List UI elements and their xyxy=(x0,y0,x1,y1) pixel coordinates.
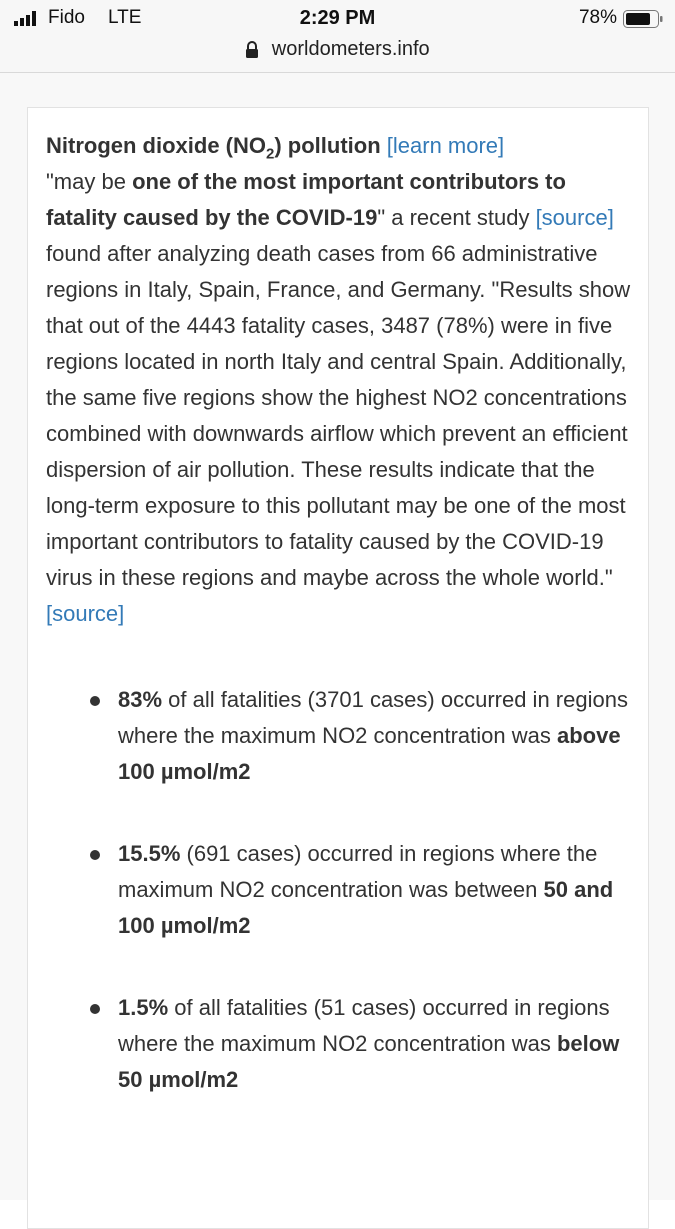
clock: 2:29 PM xyxy=(299,7,376,29)
article-paragraph: Nitrogen dioxide (NO2) pollution [learn … xyxy=(46,133,631,626)
list-item: 15.5% (691 cases) occurred in regions wh… xyxy=(46,836,636,944)
url-text: worldometers.info xyxy=(271,38,430,60)
carrier-name: Fido xyxy=(48,7,85,28)
list-item: 1.5% of all fatalities (51 cases) occurr… xyxy=(46,990,636,1098)
address-bar[interactable]: worldometers.info xyxy=(0,38,675,73)
bullet-icon xyxy=(90,696,100,706)
quote-highlight: one of the most important contributors t… xyxy=(46,169,566,230)
network-type: LTE xyxy=(108,7,142,28)
source-link[interactable]: [source] xyxy=(46,601,125,626)
battery-percentage: 78% xyxy=(578,7,617,28)
statistics-list: 83% of all fatalities (3701 cases) occur… xyxy=(46,682,636,1098)
signal-strength-icon xyxy=(14,11,36,26)
body-text: found after analyzing death cases from 6… xyxy=(46,241,631,590)
lock-icon xyxy=(246,40,259,58)
battery-icon xyxy=(623,10,663,28)
content-card xyxy=(27,107,649,1229)
status-bar: Fido LTE 2:29 PM 78% xyxy=(0,0,675,38)
list-item: 83% of all fatalities (3701 cases) occur… xyxy=(46,682,636,790)
source-link[interactable]: [source] xyxy=(535,205,614,230)
learn-more-link[interactable]: [learn more] xyxy=(386,133,505,158)
article-title: Nitrogen dioxide (NO2) pollution xyxy=(46,133,381,163)
bullet-icon xyxy=(90,850,100,860)
bullet-icon xyxy=(90,1004,100,1014)
article-content: Nitrogen dioxide (NO2) pollution [learn … xyxy=(46,128,636,1098)
